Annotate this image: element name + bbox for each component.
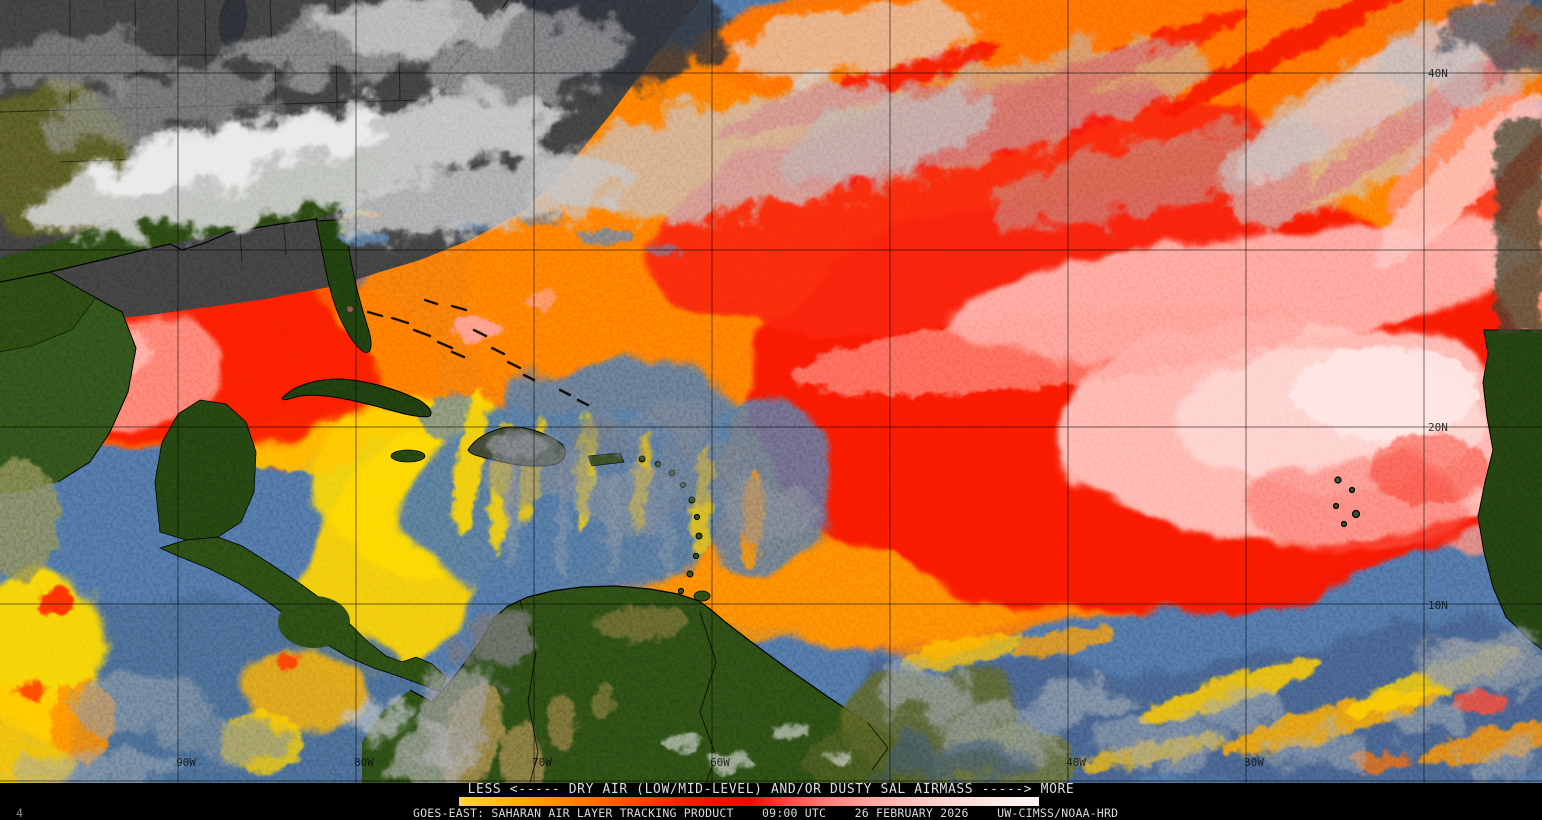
product-info-line: GOES-EAST: SAHARAN AIR LAYER TRACKING PR… <box>413 806 1119 820</box>
latlon-grid: 90W 80W 70W 60W 40W 30W 40N 20N 10N <box>0 0 1542 783</box>
longitude-label: 30W <box>1244 756 1264 769</box>
satellite-map: 90W 80W 70W 60W 40W 30W 40N 20N 10N <box>0 0 1542 783</box>
colorbar-scale-label: LESS <----- DRY AIR (LOW/MID-LEVEL) AND/… <box>467 782 1075 797</box>
satellite-imagery: 90W 80W 70W 60W 40W 30W 40N 20N 10N <box>0 0 1542 783</box>
latitude-label: 10N <box>1428 599 1448 612</box>
legend-bar: LESS <----- DRY AIR (LOW/MID-LEVEL) AND/… <box>0 783 1542 820</box>
frame-counter: 4 <box>16 806 23 820</box>
latitude-label: 40N <box>1428 67 1448 80</box>
longitude-label: 60W <box>710 756 730 769</box>
image-grain-texture <box>0 0 1542 783</box>
longitude-label: 80W <box>354 756 374 769</box>
longitude-label: 70W <box>532 756 552 769</box>
longitude-label: 90W <box>176 756 196 769</box>
sal-colorbar <box>459 797 1039 806</box>
latitude-label: 20N <box>1428 421 1448 434</box>
longitude-label: 40W <box>1066 756 1086 769</box>
